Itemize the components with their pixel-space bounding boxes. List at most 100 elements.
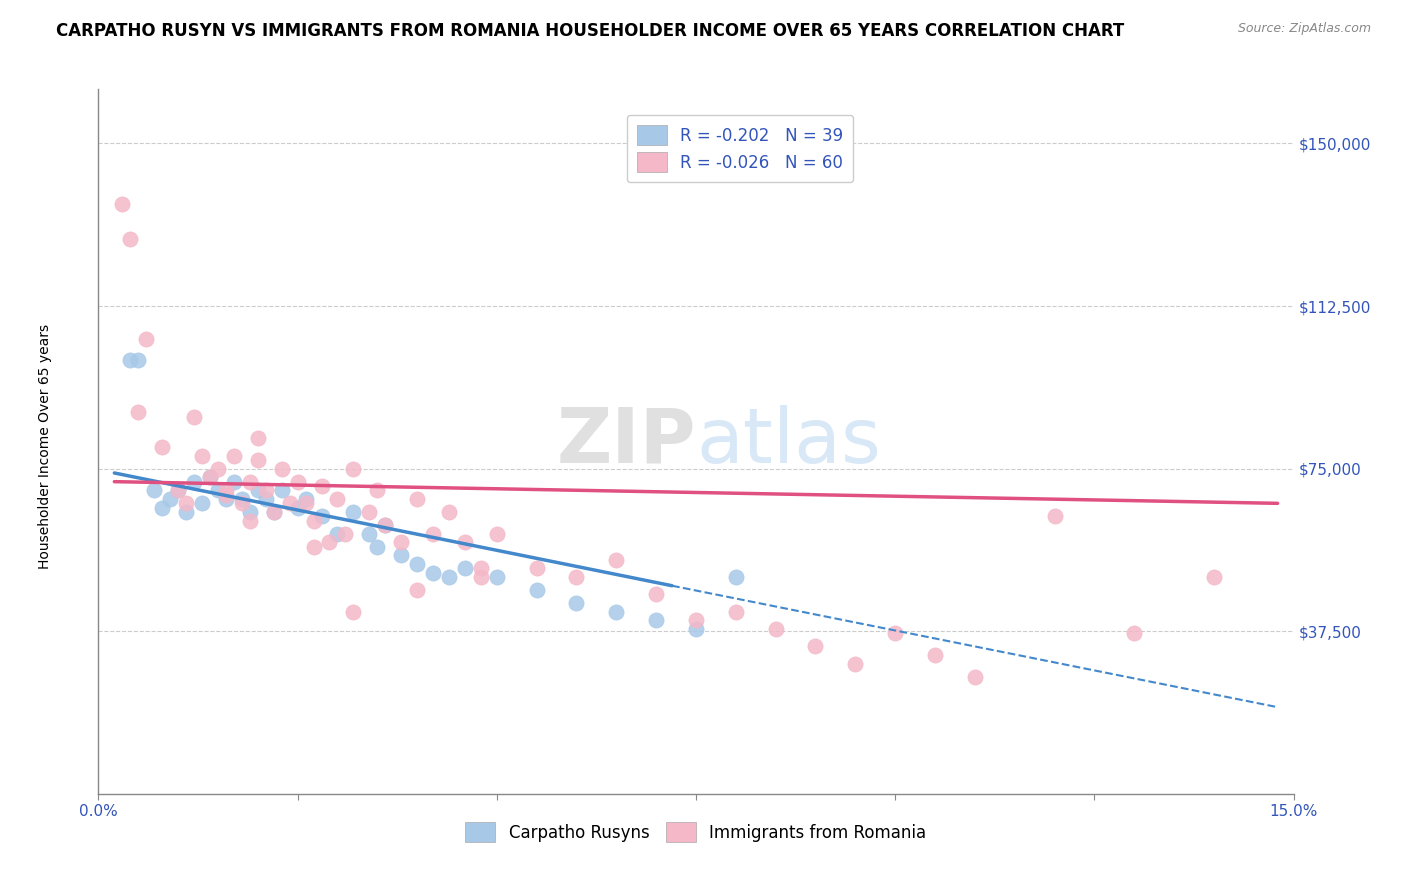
Point <box>645 587 668 601</box>
Point <box>150 500 173 515</box>
Point <box>127 353 149 368</box>
Point <box>222 475 245 489</box>
Legend: Carpatho Rusyns, Immigrants from Romania: Carpatho Rusyns, Immigrants from Romania <box>458 815 934 849</box>
Point <box>111 197 134 211</box>
Point <box>120 353 142 368</box>
Point <box>127 405 149 419</box>
Point <box>183 409 205 424</box>
Point <box>645 614 668 628</box>
Point <box>167 483 190 498</box>
Point <box>120 232 142 246</box>
Point <box>924 648 946 662</box>
Text: ZIP: ZIP <box>557 405 696 478</box>
Point <box>359 505 381 519</box>
Point <box>605 605 627 619</box>
Point <box>526 561 548 575</box>
Point <box>174 496 197 510</box>
Text: CARPATHO RUSYN VS IMMIGRANTS FROM ROMANIA HOUSEHOLDER INCOME OVER 65 YEARS CORRE: CARPATHO RUSYN VS IMMIGRANTS FROM ROMANI… <box>56 22 1125 40</box>
Point <box>374 518 396 533</box>
Point <box>326 491 349 506</box>
Point <box>326 526 349 541</box>
Point <box>294 491 316 506</box>
Point <box>389 535 412 549</box>
Point <box>389 549 412 563</box>
Point <box>437 570 460 584</box>
Point <box>366 540 388 554</box>
Point <box>724 570 747 584</box>
Point <box>406 557 429 571</box>
Point <box>335 526 357 541</box>
Point <box>1043 509 1066 524</box>
Point <box>311 509 333 524</box>
Point <box>318 535 340 549</box>
Point <box>422 566 444 580</box>
Point <box>215 488 238 502</box>
Point <box>191 496 214 510</box>
Point <box>605 552 627 566</box>
Point <box>804 640 827 654</box>
Point <box>246 431 269 445</box>
Point <box>143 483 166 498</box>
Point <box>150 440 173 454</box>
Point <box>287 475 309 489</box>
Point <box>302 540 325 554</box>
Point <box>207 461 229 475</box>
Point <box>254 491 277 506</box>
Point <box>246 483 269 498</box>
Point <box>239 505 262 519</box>
Point <box>246 453 269 467</box>
Point <box>239 475 262 489</box>
Point <box>1202 570 1225 584</box>
Point <box>311 479 333 493</box>
Point <box>215 483 238 498</box>
Point <box>263 505 285 519</box>
Point <box>526 583 548 598</box>
Point <box>167 483 190 498</box>
Point <box>685 614 707 628</box>
Point <box>231 496 253 510</box>
Point <box>254 483 277 498</box>
Point <box>183 475 205 489</box>
Point <box>198 470 221 484</box>
Point <box>159 491 181 506</box>
Point <box>565 570 588 584</box>
Point <box>406 583 429 598</box>
Point <box>191 449 214 463</box>
Point <box>198 470 221 484</box>
Point <box>884 626 907 640</box>
Point <box>174 505 197 519</box>
Point <box>342 505 364 519</box>
Point <box>470 561 492 575</box>
Point <box>287 500 309 515</box>
Point <box>485 570 508 584</box>
Point <box>470 570 492 584</box>
Point <box>844 657 866 671</box>
Text: Source: ZipAtlas.com: Source: ZipAtlas.com <box>1237 22 1371 36</box>
Point <box>963 670 986 684</box>
Point <box>278 496 301 510</box>
Point <box>685 622 707 636</box>
Point <box>239 514 262 528</box>
Point <box>422 526 444 541</box>
Point <box>270 483 292 498</box>
Point <box>359 526 381 541</box>
Point <box>342 461 364 475</box>
Point <box>724 605 747 619</box>
Point <box>406 491 429 506</box>
Point <box>565 596 588 610</box>
Point <box>765 622 787 636</box>
Point <box>302 514 325 528</box>
Point <box>454 561 477 575</box>
Point <box>1123 626 1146 640</box>
Point <box>437 505 460 519</box>
Point <box>366 483 388 498</box>
Point <box>454 535 477 549</box>
Point <box>374 518 396 533</box>
Point <box>207 483 229 498</box>
Point <box>215 491 238 506</box>
Point <box>270 461 292 475</box>
Point <box>294 496 316 510</box>
Text: atlas: atlas <box>696 405 880 478</box>
Point <box>263 505 285 519</box>
Point <box>135 332 157 346</box>
